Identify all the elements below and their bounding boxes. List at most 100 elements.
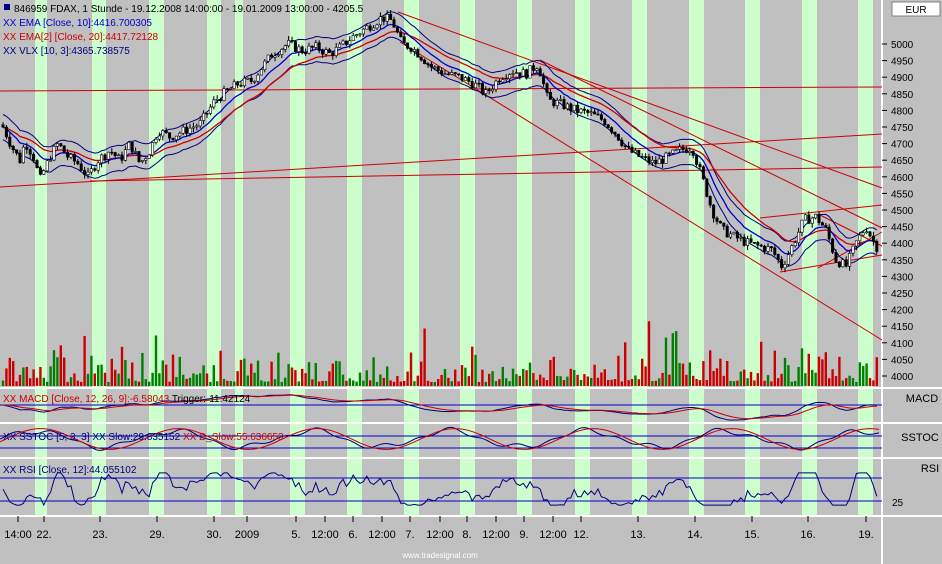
date-tick-label: 22. <box>36 529 51 541</box>
candle-body <box>273 55 277 58</box>
volume-bar <box>335 360 338 386</box>
volume-bar <box>178 356 181 386</box>
volume-bar <box>15 381 18 386</box>
candle-body <box>705 178 709 197</box>
volume-bar <box>743 369 746 386</box>
volume-bar <box>212 365 215 386</box>
candle-body <box>518 72 522 77</box>
volume-bar <box>678 363 681 386</box>
volume-bar <box>63 357 66 386</box>
candle-body <box>72 154 76 162</box>
price-tick-label: 4650 <box>891 156 914 167</box>
volume-bar <box>593 364 596 386</box>
session-band <box>235 0 243 516</box>
volume-bar <box>610 379 613 386</box>
volume-bar <box>134 380 137 386</box>
volume-bar <box>406 371 409 386</box>
candle-body <box>49 159 53 162</box>
volume-bar <box>675 331 678 386</box>
volume-bar <box>107 381 110 386</box>
candle-body <box>103 154 107 160</box>
volume-bar <box>460 365 464 386</box>
volume-bar <box>144 379 147 386</box>
date-tick-label: 2009 <box>235 529 259 541</box>
volume-bar <box>151 372 154 386</box>
volume-bar <box>22 367 25 386</box>
volume-bar <box>511 368 515 386</box>
candle-body <box>783 264 787 269</box>
volume-bar <box>69 377 73 386</box>
volume-bar <box>392 381 396 386</box>
volume-bar <box>76 380 79 386</box>
candle-body <box>766 246 770 252</box>
trendline <box>759 204 883 219</box>
candle-body <box>650 159 654 163</box>
candle-body <box>491 88 495 92</box>
volume-bar <box>855 381 858 386</box>
candle-body <box>780 259 784 269</box>
session-band <box>290 0 305 516</box>
volume-bar <box>756 373 759 386</box>
candle-body <box>171 137 175 141</box>
candle-body <box>671 149 675 154</box>
candle-body <box>378 16 382 26</box>
price-tick-label: 4750 <box>891 123 914 134</box>
volume-bar <box>447 377 450 386</box>
volume-bar <box>824 352 827 386</box>
candle-body <box>688 150 692 153</box>
volume-bar <box>437 379 440 386</box>
volume-bar <box>284 377 287 386</box>
volume-bar <box>539 374 542 386</box>
candle-body <box>198 120 202 127</box>
session-band <box>745 0 760 516</box>
volume-bar <box>549 360 552 386</box>
volume-bar <box>209 381 212 386</box>
volume-bar <box>32 369 35 386</box>
date-tick-label: 12:00 <box>426 529 454 541</box>
volume-bar <box>372 357 375 386</box>
volume-bar <box>528 362 532 386</box>
price-tick-label: 4600 <box>891 173 914 184</box>
candle-body <box>365 25 369 30</box>
candle-body <box>695 155 699 165</box>
volume-bar <box>661 372 664 386</box>
date-tick-label: 7. <box>405 529 414 541</box>
session-band <box>802 0 817 516</box>
volume-bar <box>399 381 402 386</box>
date-tick-label: 23. <box>92 529 107 541</box>
candle-body <box>684 149 688 153</box>
candle-body <box>555 100 559 107</box>
volume-bar <box>379 374 382 386</box>
volume-bar <box>797 366 800 386</box>
volume-bar <box>229 381 232 386</box>
candle-body <box>858 234 862 242</box>
candle-body <box>42 170 46 175</box>
volume-bar <box>362 380 365 386</box>
candle-body <box>151 142 155 156</box>
candle-body <box>96 162 100 171</box>
candle-body <box>708 196 712 206</box>
volume-bar <box>494 381 498 386</box>
volume-bar <box>471 346 474 386</box>
candle-body <box>603 119 607 126</box>
volume-bar <box>457 381 460 386</box>
volume-bar <box>46 381 49 386</box>
price-tick-label: 4950 <box>891 57 914 68</box>
candle-body <box>283 45 287 50</box>
volume-bar <box>396 375 399 386</box>
volume-bar <box>868 378 872 386</box>
volume-bar <box>709 350 712 386</box>
volume-bar <box>624 342 627 386</box>
candle-body <box>436 66 440 71</box>
candle-body <box>219 99 223 101</box>
trendline <box>817 231 883 269</box>
volume-bar <box>239 359 243 386</box>
volume-bar <box>171 354 175 386</box>
volume-bar <box>277 352 280 386</box>
candle-body <box>664 152 668 164</box>
candle-body <box>807 214 811 224</box>
volume-bar <box>698 380 702 386</box>
volume-bar <box>137 381 141 386</box>
macd-value: XX MACD [Close, 12, 26, 9]:-6.58043 <box>3 394 170 405</box>
candle-body <box>338 43 342 48</box>
